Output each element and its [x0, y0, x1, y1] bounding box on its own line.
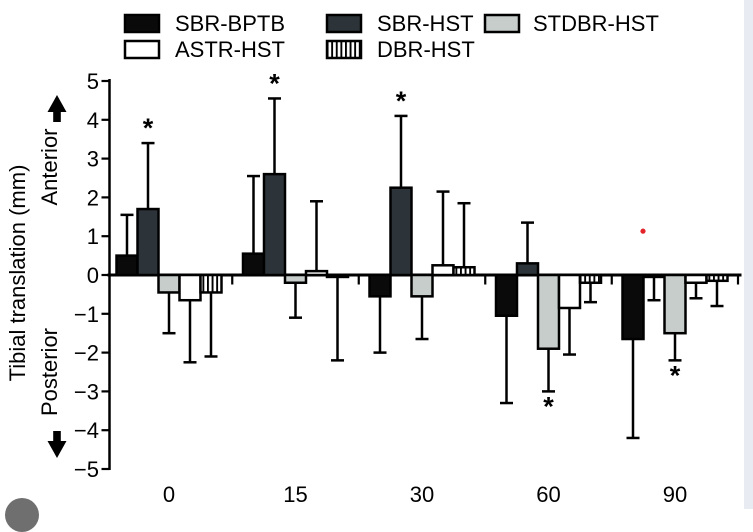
page-right-strip — [744, 0, 753, 509]
bar-DBR-HST-90 — [705, 273, 729, 283]
legend-swatch-STDBR-HST — [483, 13, 521, 34]
bar-DBR-HST-60 — [578, 273, 603, 285]
sig-marker-SBR-HST-30: * — [396, 86, 407, 116]
bar-ASTR-HST-0 — [178, 273, 202, 302]
bar-STDBR-HST-30 — [410, 273, 434, 298]
bar-SBR-BPTB-60 — [494, 273, 519, 317]
legend-label-SBR-BPTB: SBR-BPTB — [175, 11, 285, 36]
red-dot-annotation — [640, 228, 646, 234]
bar-STDBR-HST-0 — [157, 273, 181, 294]
bar-SBR-HST-90 — [642, 273, 666, 279]
bar-SBR-HST-15 — [262, 172, 287, 277]
anterior-label: Anterior — [37, 128, 62, 205]
bar-chart-figure: Tibial translation (mm) Anterior Posteri… — [5, 11, 742, 507]
y-tick-label-5: 5 — [87, 69, 99, 94]
y-tick-label-−4: −4 — [74, 418, 99, 443]
legend-label-ASTR-HST: ASTR-HST — [175, 37, 285, 62]
y-tick-label-2: 2 — [87, 185, 99, 210]
y-tick-label-−2: −2 — [74, 341, 99, 366]
bar-DBR-HST-0 — [199, 273, 223, 294]
x-tick-label-60: 60 — [536, 482, 560, 507]
y-tick-label-0: 0 — [87, 263, 99, 288]
bar-SBR-HST-60 — [515, 262, 540, 277]
bar-ASTR-HST-60 — [557, 273, 582, 310]
bar-SBR-HST-0 — [136, 207, 160, 277]
legend-swatch-ASTR-HST — [123, 39, 161, 60]
legend-swatch-DBR-HST — [325, 39, 363, 60]
bar-ASTR-HST-15 — [304, 269, 329, 277]
x-tick-label-90: 90 — [663, 482, 687, 507]
y-tick-label-−3: −3 — [74, 379, 99, 404]
bar-DBR-HST-15 — [325, 273, 350, 279]
y-tick-label-4: 4 — [87, 108, 99, 133]
bar-STDBR-HST-60 — [536, 273, 561, 350]
annotations — [640, 228, 646, 234]
legend-swatch-SBR-HST — [325, 13, 363, 34]
bar-DBR-HST-30 — [452, 265, 476, 277]
legend: SBR-BPTB SBR-HST STDBR-HST ASTR-HST DBR-HST — [123, 11, 659, 62]
y-tick-label-−1: −1 — [74, 302, 99, 327]
sig-marker-STDBR-HST-90: * — [670, 360, 681, 390]
y-axis-title: Tibial translation (mm) — [5, 165, 30, 382]
posterior-arrow-icon — [47, 431, 67, 458]
y-tick-label-1: 1 — [87, 224, 99, 249]
legend-label-SBR-HST: SBR-HST — [377, 11, 474, 36]
x-tick-label-15: 15 — [283, 482, 307, 507]
sig-marker-SBR-HST-15: * — [269, 68, 280, 98]
legend-label-DBR-HST: DBR-HST — [377, 37, 475, 62]
sig-marker-SBR-HST-0: * — [143, 113, 154, 143]
x-tick-label-30: 30 — [410, 482, 434, 507]
bar-SBR-BPTB-0 — [115, 254, 139, 277]
anterior-arrow-icon — [47, 95, 67, 122]
legend-swatch-SBR-BPTB — [123, 13, 161, 34]
y-tick-label-3: 3 — [87, 147, 99, 172]
posterior-label: Posterior — [37, 328, 62, 416]
bars: * * * * * — [115, 68, 729, 440]
bar-STDBR-HST-90 — [663, 273, 687, 335]
bar-SBR-HST-30 — [389, 186, 413, 277]
legend-label-STDBR-HST: STDBR-HST — [533, 11, 659, 36]
bar-ASTR-HST-90 — [684, 273, 708, 285]
bar-SBR-BPTB-30 — [368, 273, 392, 298]
y-tick-label-−5: −5 — [74, 457, 99, 482]
bar-SBR-BPTB-15 — [241, 252, 266, 277]
x-tick-label-0: 0 — [163, 482, 175, 507]
bar-STDBR-HST-15 — [283, 273, 308, 285]
bar-ASTR-HST-30 — [431, 264, 455, 277]
bar-SBR-BPTB-90 — [621, 273, 645, 341]
sig-marker-STDBR-HST-60: * — [543, 391, 554, 421]
